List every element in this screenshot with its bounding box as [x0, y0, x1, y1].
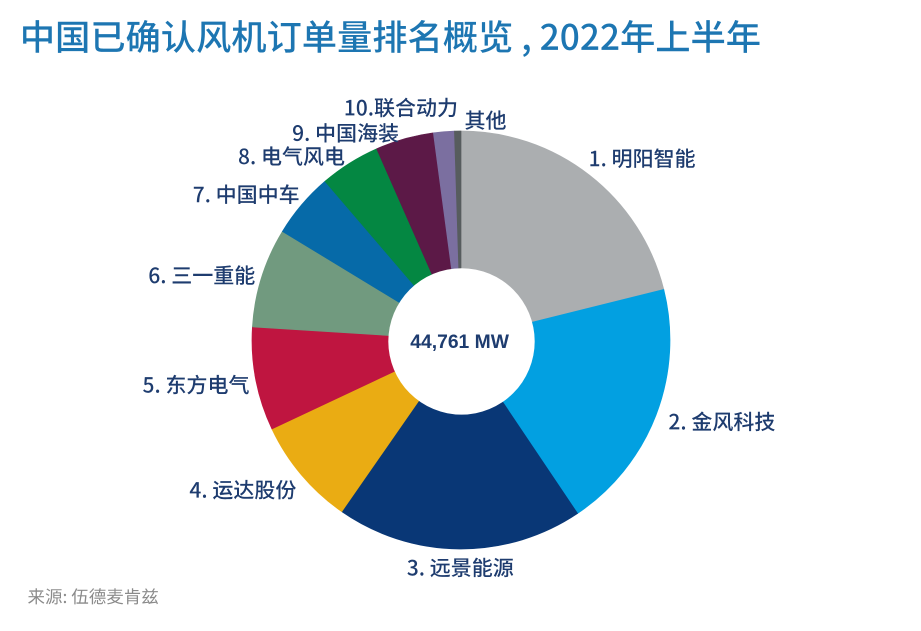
svg-text:44,761 MW: 44,761 MW [410, 332, 509, 353]
